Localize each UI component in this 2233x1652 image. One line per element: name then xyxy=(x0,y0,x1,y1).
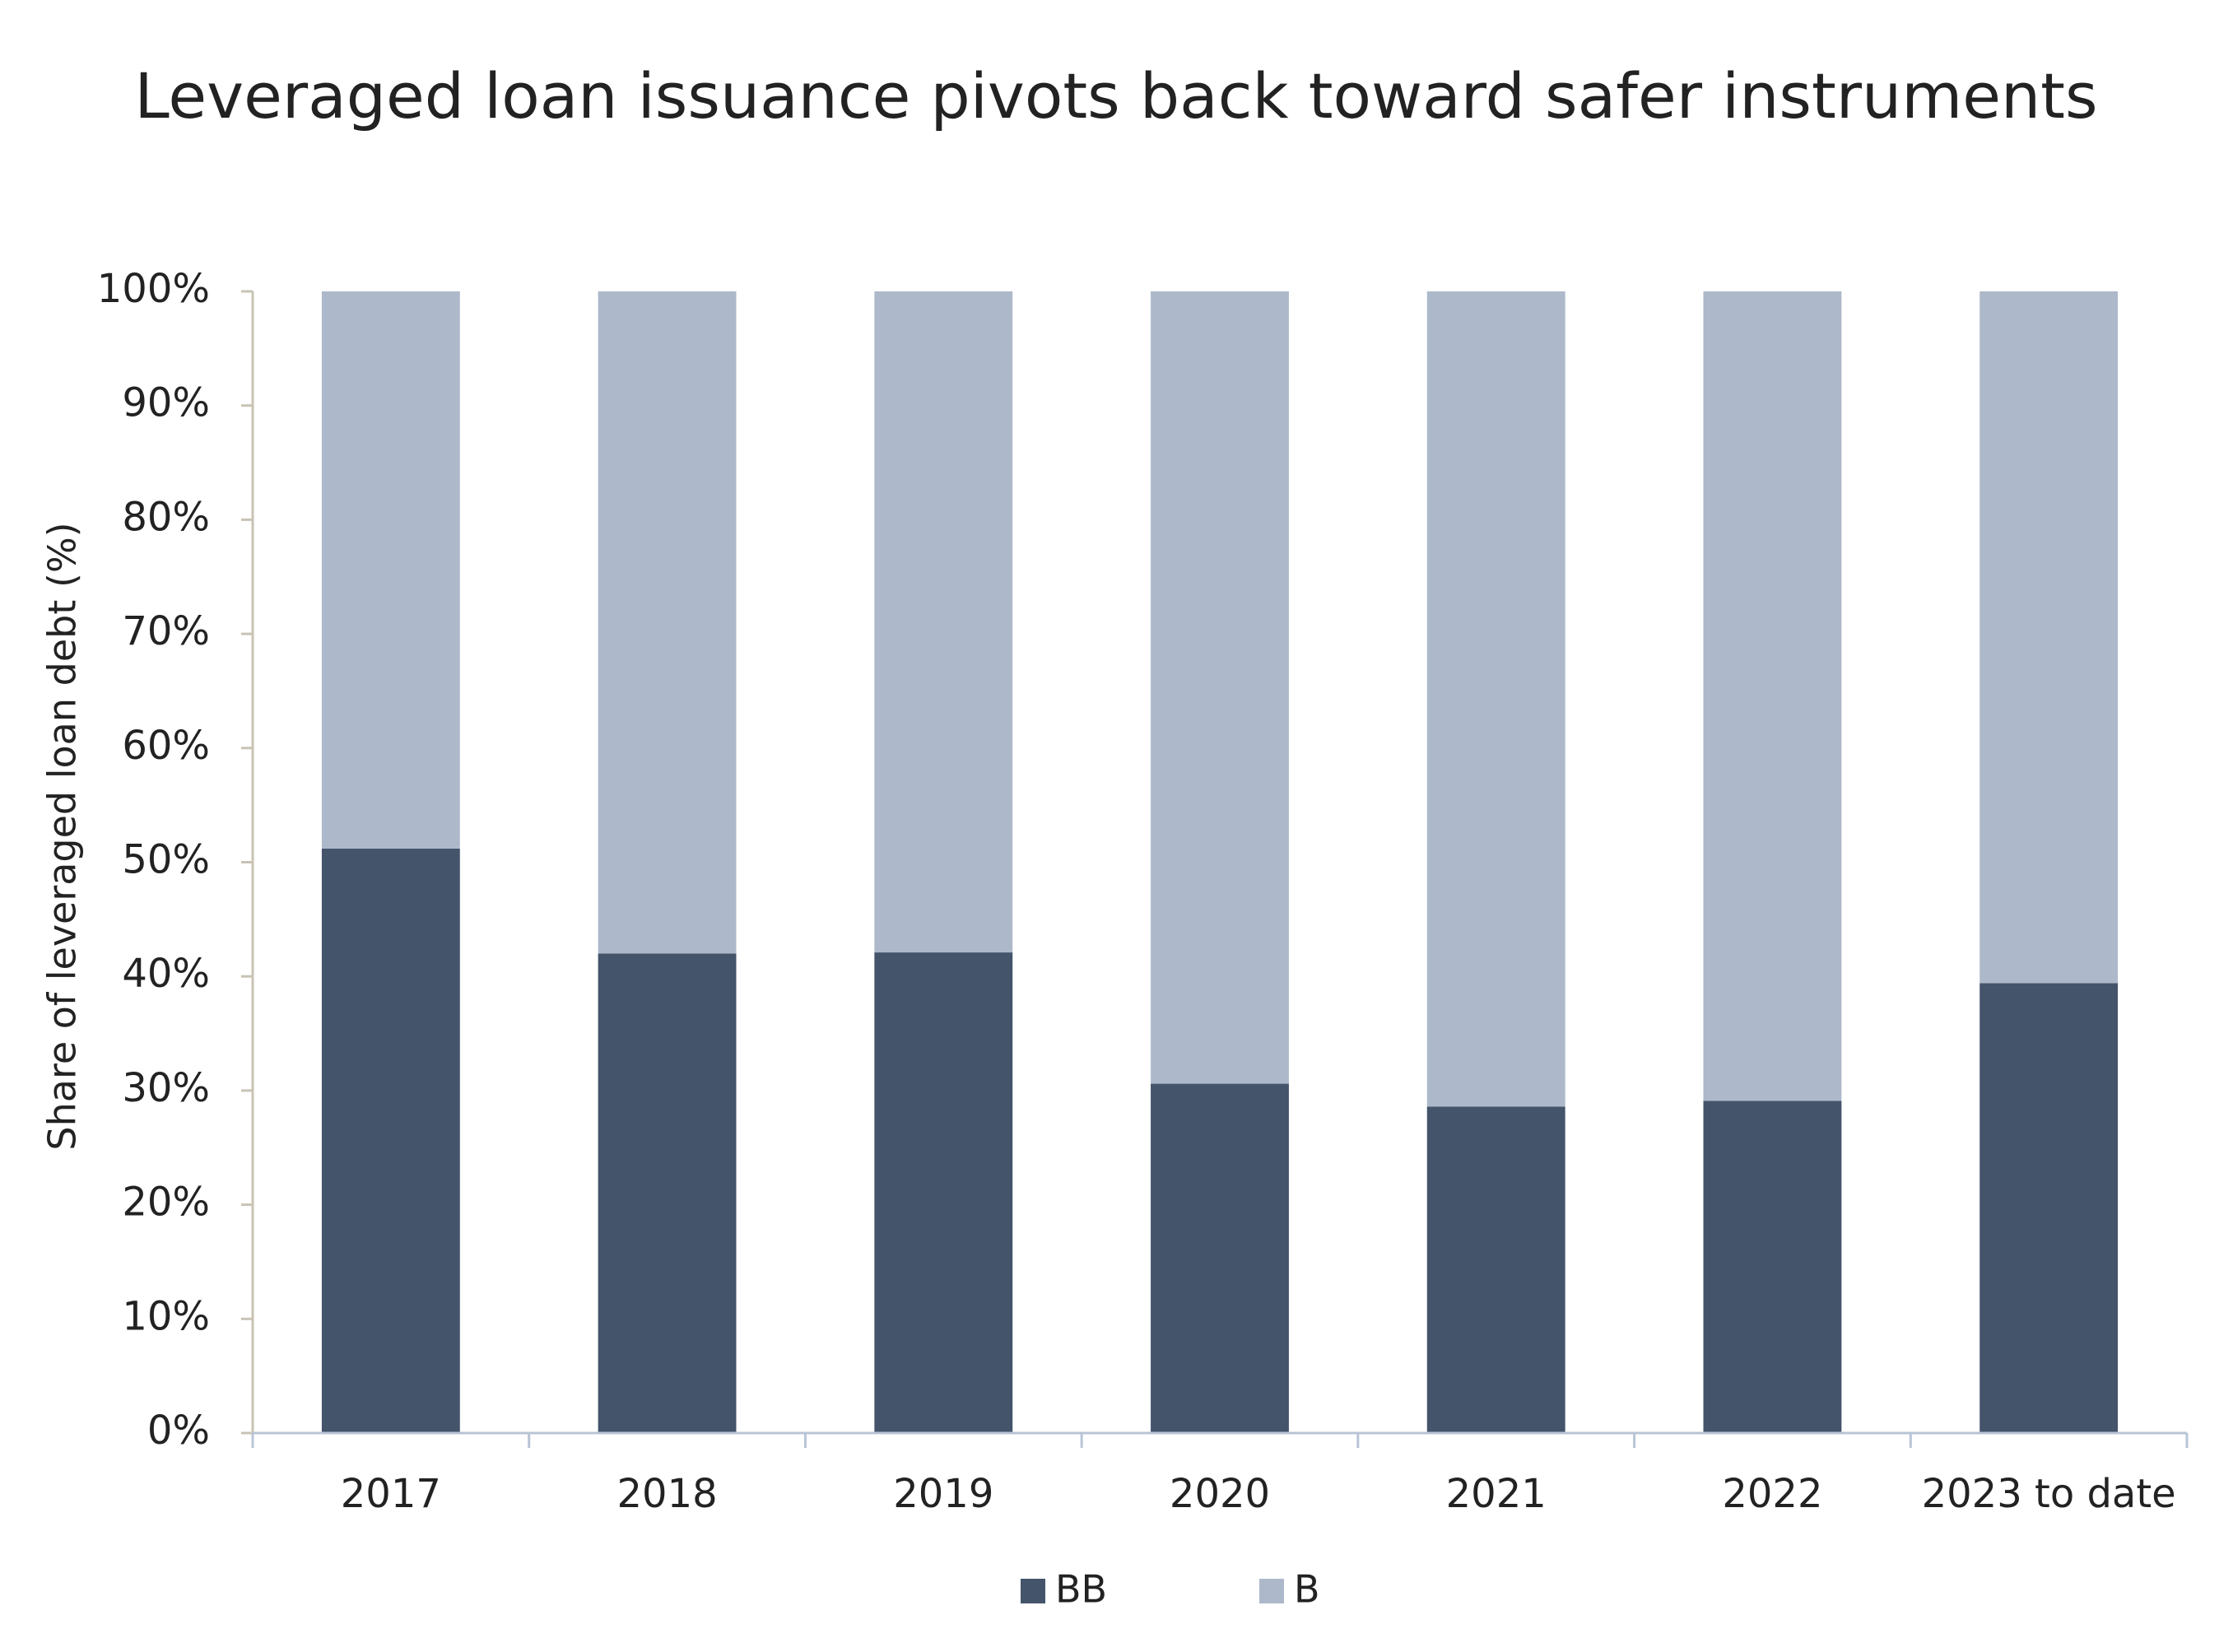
x-tick-label: 2017 xyxy=(341,1471,441,1517)
bar-segment xyxy=(1979,291,2119,984)
y-tick-label: 10% xyxy=(122,1293,210,1339)
bar-segment xyxy=(874,952,1013,1433)
y-tick-label: 30% xyxy=(122,1065,210,1111)
bar-segment xyxy=(598,953,737,1433)
bar-segment xyxy=(321,848,460,1433)
bar-segment xyxy=(598,291,737,954)
y-tick-label: 40% xyxy=(122,951,210,997)
x-tick-label: 2022 xyxy=(1722,1471,1822,1517)
bar-segment xyxy=(1426,1106,1565,1433)
bar-segment xyxy=(1151,291,1289,1084)
y-tick-label: 90% xyxy=(122,380,210,426)
legend-label: B xyxy=(1294,1567,1320,1612)
bar-segment xyxy=(321,291,460,849)
x-tick-label: 2023 to date xyxy=(1922,1471,2176,1517)
bar-segment xyxy=(874,291,1013,953)
bar-segment xyxy=(1151,1083,1289,1433)
y-tick-label: 20% xyxy=(122,1180,210,1226)
bar-segment xyxy=(1703,291,1842,1101)
x-tick-label: 2019 xyxy=(893,1471,993,1517)
legend-swatch xyxy=(1259,1579,1284,1603)
bar-segment xyxy=(1426,291,1565,1107)
legend-label: BB xyxy=(1055,1567,1107,1612)
y-axis-label: Share of leveraged loan debt (%) xyxy=(40,522,85,1150)
y-tick-label: 0% xyxy=(147,1408,210,1454)
y-tick-label: 50% xyxy=(122,837,210,883)
x-tick-label: 2020 xyxy=(1170,1471,1270,1517)
legend-swatch xyxy=(1021,1579,1045,1603)
x-tick-label: 2021 xyxy=(1446,1471,1547,1517)
y-tick-label: 80% xyxy=(122,494,210,540)
bar-segment xyxy=(1703,1101,1842,1433)
y-tick-label: 100% xyxy=(97,266,210,312)
y-tick-label: 60% xyxy=(122,723,210,769)
y-tick-label: 70% xyxy=(122,608,210,654)
chart-title: Leveraged loan issuance pivots back towa… xyxy=(134,59,2097,133)
x-tick-label: 2018 xyxy=(616,1471,717,1517)
bar-segment xyxy=(1979,983,2119,1433)
